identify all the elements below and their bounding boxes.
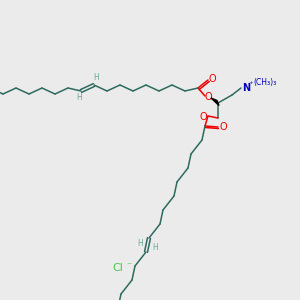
Polygon shape (211, 98, 219, 106)
Text: O: O (204, 92, 212, 102)
Text: O: O (208, 74, 216, 84)
Text: N: N (242, 83, 250, 93)
Text: ⁺: ⁺ (249, 80, 253, 88)
Text: Cl: Cl (112, 263, 123, 273)
Text: H: H (93, 74, 99, 82)
Text: O: O (199, 112, 207, 122)
Text: H: H (152, 242, 158, 251)
Text: H: H (137, 238, 143, 247)
Text: O: O (219, 122, 227, 132)
Text: ⁻: ⁻ (126, 261, 132, 271)
Text: (CH₃)₃: (CH₃)₃ (253, 79, 276, 88)
Text: H: H (76, 94, 82, 103)
